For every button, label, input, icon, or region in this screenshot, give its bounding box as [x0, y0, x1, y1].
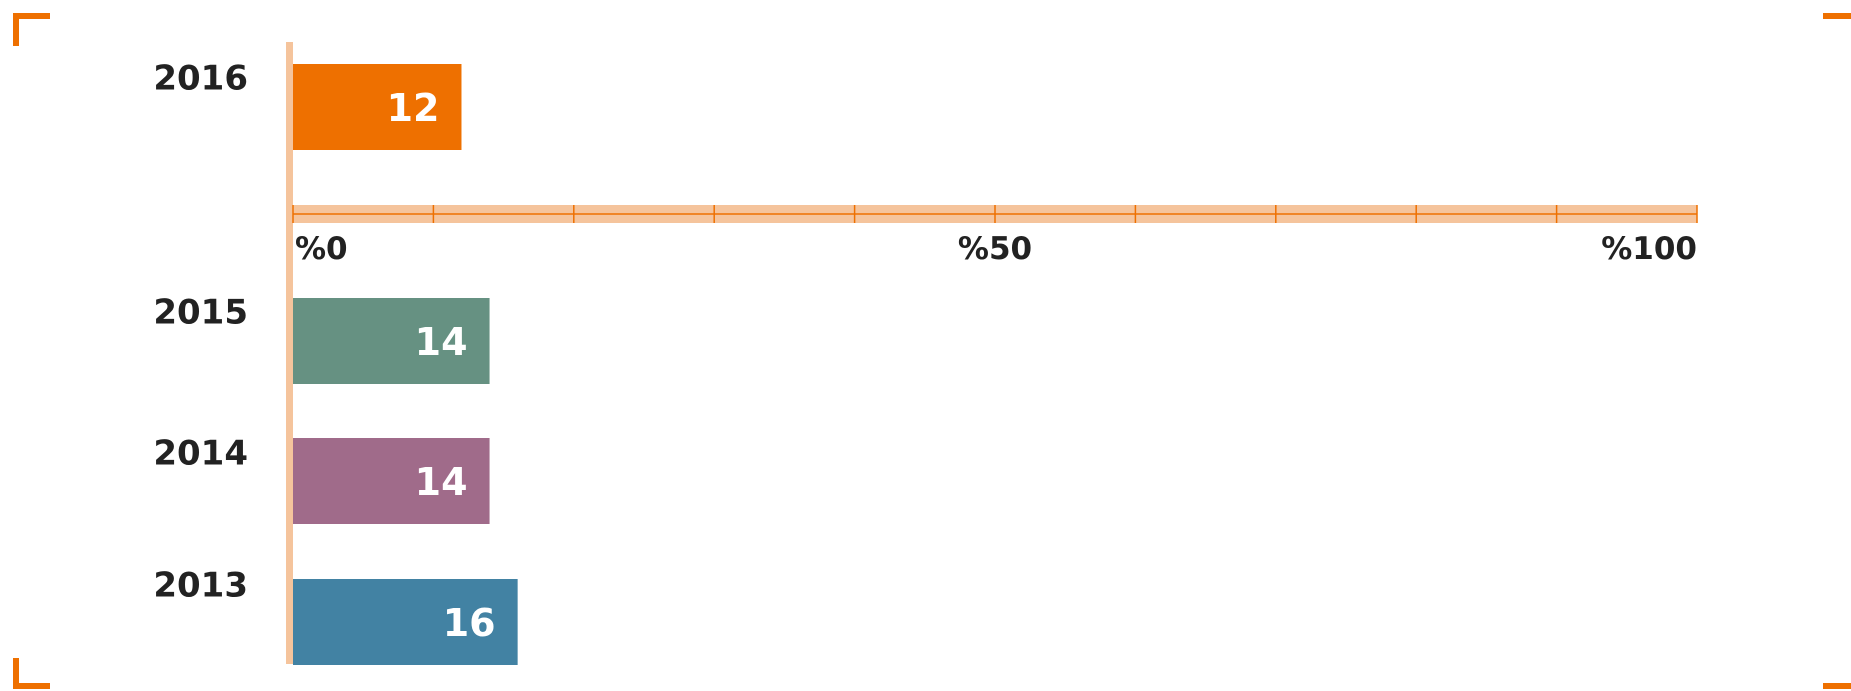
bar-value-label-2015: 14 — [415, 320, 468, 364]
y-axis — [286, 42, 293, 664]
x-tick-label: %100 — [1601, 231, 1697, 267]
category-label-2013: 2013 — [153, 566, 248, 606]
bars: 12 2016 14 2015 14 2014 16 2013 — [153, 59, 518, 665]
corner-bottom-left — [13, 658, 50, 689]
bar-2015 — [293, 298, 490, 384]
corner-top-left — [13, 13, 50, 46]
bar-2013 — [293, 579, 518, 665]
corner-brackets — [13, 13, 1851, 689]
bar-value-label-2016: 12 — [387, 86, 440, 130]
bar-value-label-2013: 16 — [443, 601, 496, 645]
category-label-2016: 2016 — [153, 59, 248, 99]
bar-value-label-2014: 14 — [415, 460, 468, 504]
bar-2016 — [293, 64, 462, 150]
bar-2014 — [293, 438, 490, 524]
y-axis-line — [286, 42, 293, 664]
x-axis: %0 %50 %100 — [292, 205, 1698, 267]
x-tick-label: %0 — [295, 231, 348, 267]
category-label-2014: 2014 — [153, 434, 248, 474]
category-label-2015: 2015 — [153, 293, 248, 333]
x-tick-label: %50 — [958, 231, 1032, 267]
